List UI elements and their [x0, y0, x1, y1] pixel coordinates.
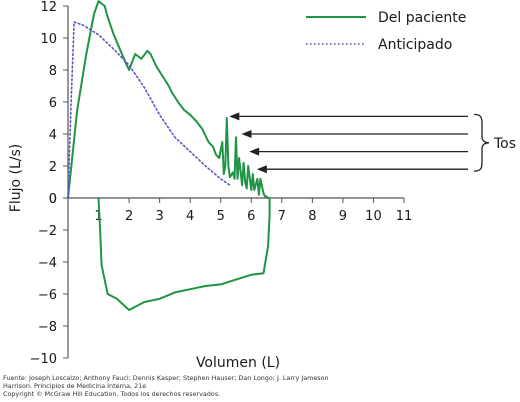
legend-label-expected: Anticipado — [378, 37, 452, 53]
cough-bracket — [473, 113, 490, 172]
x-tick-label: 2 — [125, 209, 133, 224]
y-tick-label: −10 — [30, 352, 57, 367]
footer-line-source: Fuente: Joseph Loscalzo; Anthony Fauci; … — [3, 374, 329, 382]
y-axis-title: Flujo (L/s) — [8, 144, 24, 212]
y-tick-label: 12 — [40, 0, 57, 15]
y-tick-label: 8 — [49, 64, 57, 79]
x-tick-label: 10 — [365, 209, 382, 224]
x-tick-label: 11 — [396, 209, 413, 224]
y-tick-label: −6 — [38, 288, 57, 303]
y-tick-label: 0 — [49, 192, 57, 207]
y-tick-label: 6 — [49, 96, 57, 111]
x-tick-label: 6 — [247, 209, 255, 224]
series-layer — [67, 0, 271, 311]
cough-arrow-head — [256, 165, 267, 174]
series-line-expected — [67, 21, 231, 199]
y-tick-label: 2 — [49, 160, 57, 175]
series-line-patient — [67, 0, 271, 311]
x-tick-label: 9 — [339, 209, 347, 224]
x-tick-label: 3 — [155, 209, 163, 224]
x-axis-ticks: 1 2 3 4 5 6 7 8 9 10 11 — [94, 198, 412, 224]
footer-line-copyright: Copyright © McGraw Hill Education. Todos… — [3, 390, 221, 398]
y-tick-label: 4 — [49, 128, 57, 143]
x-tick-label: 7 — [278, 209, 286, 224]
x-tick-label: 4 — [186, 209, 194, 224]
x-axis-title: Volumen (L) — [196, 355, 280, 371]
x-tick-label: 8 — [308, 209, 316, 224]
cough-annotation: Tos — [229, 112, 516, 174]
source-footer: Fuente: Joseph Loscalzo; Anthony Fauci; … — [3, 374, 503, 398]
y-tick-label: 10 — [40, 32, 57, 47]
legend-label-patient: Del paciente — [378, 10, 466, 26]
footer-line-book: Harrison. Principios de Medicina Interna… — [3, 382, 147, 390]
y-tick-label: −2 — [38, 224, 57, 239]
cough-arrow-head — [241, 130, 252, 138]
cough-arrow-head — [249, 147, 260, 156]
y-tick-label: 0 — [49, 192, 57, 207]
cough-arrow-head — [229, 112, 240, 121]
x-tick-label: 5 — [217, 209, 225, 224]
legend: Del paciente Anticipado — [306, 10, 466, 53]
cough-label: Tos — [493, 136, 516, 152]
y-tick-label: −8 — [38, 320, 57, 335]
y-tick-label: −4 — [38, 256, 57, 271]
